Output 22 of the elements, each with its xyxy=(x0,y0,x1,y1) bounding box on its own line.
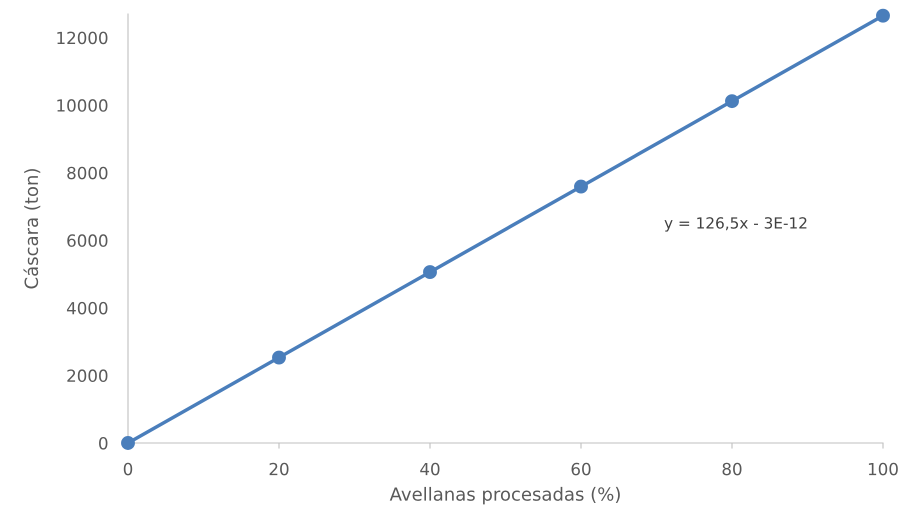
point xyxy=(272,350,286,364)
x-tick-label: 0 xyxy=(124,462,132,476)
y-tick-label: 8000 xyxy=(67,166,108,180)
point xyxy=(725,94,739,108)
y-tick-label: 4000 xyxy=(66,302,108,314)
x-tick-label: 100 xyxy=(868,462,898,476)
point xyxy=(121,436,135,450)
x-tick-label: 40 xyxy=(420,462,440,476)
y-tick-label: 6000 xyxy=(67,234,108,247)
point xyxy=(574,180,588,194)
y-tick-label: 0 xyxy=(99,436,108,450)
y-axis-title: Cáscara (ton) xyxy=(23,169,40,288)
x-tick-label: 20 xyxy=(270,462,288,476)
annotation: y = 126,5x - 3E-12 xyxy=(664,217,806,232)
x-tick-label: 80 xyxy=(722,462,742,476)
y-tick-label: 10000 xyxy=(57,99,108,112)
x-axis-title: Avellanas procesadas (%) xyxy=(390,486,620,504)
y-tick-label: 12000 xyxy=(57,32,108,44)
point xyxy=(876,8,890,23)
point xyxy=(423,265,437,280)
y-tick-label: 2000 xyxy=(67,369,108,382)
x-tick-label: 60 xyxy=(572,462,590,476)
